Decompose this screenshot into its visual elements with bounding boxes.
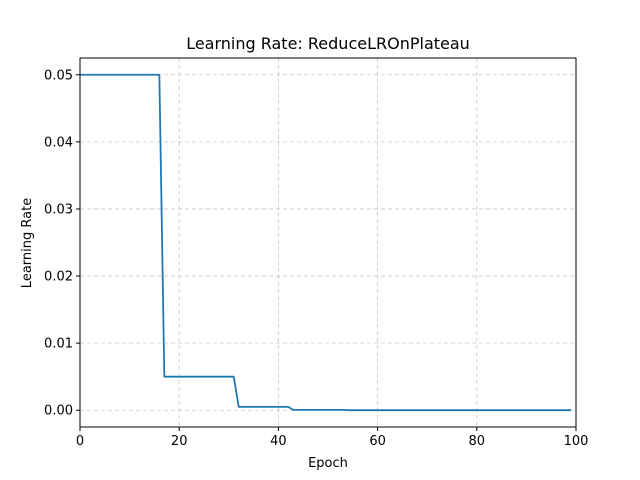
x-tick-label: 60	[369, 434, 386, 449]
y-tick-label: 0.01	[44, 337, 73, 352]
y-tick-label: 0.03	[44, 202, 73, 217]
x-tick-label: 40	[270, 434, 287, 449]
y-tick-label: 0.04	[44, 135, 73, 150]
ticks: 0 20 40 60 80 100 0.00 0.01 0.02 0.03 0.04 0.05	[44, 68, 588, 449]
x-tick-label: 100	[564, 434, 589, 449]
x-tick-label: 80	[469, 434, 486, 449]
y-tick-label: 0.05	[44, 68, 73, 83]
y-axis-label: Learning Rate	[20, 198, 35, 288]
series-layer	[80, 73, 572, 412]
chart-title: Learning Rate: ReduceLROnPlateau	[186, 34, 470, 53]
y-tick-label: 0.00	[44, 404, 73, 419]
x-tick-label: 20	[171, 434, 188, 449]
x-tick-label: 0	[76, 434, 84, 449]
series-line	[80, 73, 572, 412]
x-axis-label: Epoch	[308, 456, 348, 471]
plot-frame	[79, 57, 577, 428]
y-tick-label: 0.02	[44, 270, 73, 285]
